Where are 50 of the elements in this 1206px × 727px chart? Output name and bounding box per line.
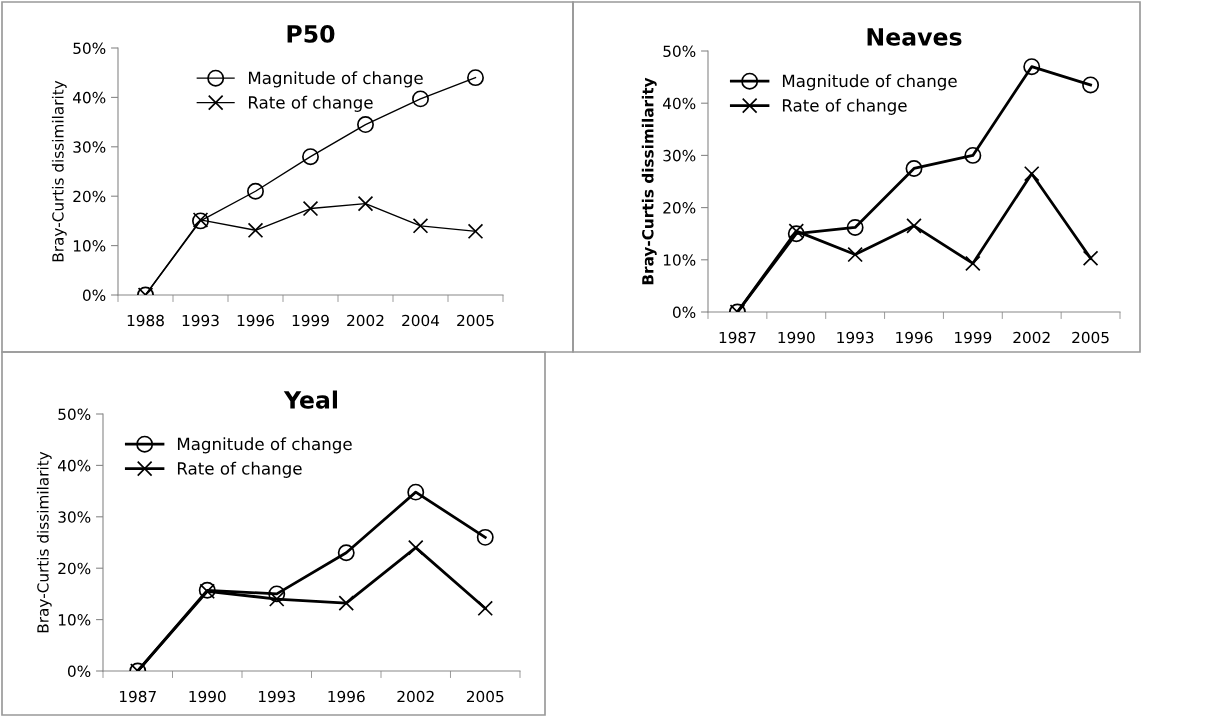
y-axis-title: Bray-Curtis dissimilarity [641, 77, 657, 285]
y-tick-label: 30% [663, 149, 696, 162]
x-tick-label: 1988 [127, 314, 164, 327]
legend-label: Rate of change [248, 95, 373, 112]
x-tick-label: 1990 [778, 331, 815, 344]
x-tick-label: 1993 [258, 690, 295, 703]
x-tick-label: 1996 [237, 314, 274, 327]
x-tick-label: 1999 [955, 331, 992, 344]
x-tick-label: 2002 [397, 690, 434, 703]
y-tick-label: 10% [58, 614, 91, 626]
x-tick-label: 1993 [837, 331, 874, 344]
x-tick-label: 2002 [347, 314, 384, 327]
x-tick-label: 1987 [719, 331, 756, 344]
x-tick-label: 1999 [292, 314, 329, 327]
y-tick-label: 0% [672, 306, 696, 319]
y-tick-label: 10% [73, 240, 106, 252]
y-tick-label: 40% [662, 97, 696, 110]
y-tick-label: 30% [58, 511, 91, 523]
y-tick-label: 50% [58, 408, 91, 421]
y-tick-label: 50% [73, 42, 106, 55]
y-tick-label: 20% [663, 202, 696, 214]
legend-label: Rate of change [782, 98, 907, 115]
x-tick-label: 1996 [328, 690, 365, 703]
chart-title: P50 [287, 24, 335, 43]
chart-title: Yeal [283, 390, 338, 409]
y-tick-label: 20% [58, 562, 91, 575]
legend-label: Magnitude of change [782, 74, 957, 91]
y-tick-label: 40% [72, 91, 106, 104]
y-axis-title: Bray-Curtis dissimilarity [51, 80, 67, 262]
x-tick-label: 1990 [189, 690, 226, 703]
y-tick-label: 40% [57, 459, 91, 472]
y-tick-label: 20% [73, 190, 106, 203]
y-tick-label: 0% [82, 289, 106, 302]
x-tick-label: 2004 [402, 314, 440, 327]
y-tick-label: 50% [663, 45, 696, 58]
legend-label: Magnitude of change [248, 71, 423, 88]
legend-label: Magnitude of change [177, 437, 352, 454]
x-tick-label: 2002 [1013, 331, 1050, 344]
x-tick-label: 1993 [182, 314, 219, 327]
x-tick-label: 1987 [119, 690, 156, 703]
y-tick-label: 10% [663, 254, 696, 266]
x-tick-label: 2005 [466, 690, 504, 703]
legend-label: Rate of change [177, 461, 302, 478]
y-axis-title: Bray-Curtis dissimilarity [36, 451, 52, 633]
y-tick-label: 30% [73, 141, 106, 153]
x-tick-label: 2005 [457, 314, 494, 327]
chart-title: Neaves [867, 28, 962, 46]
x-tick-label: 2005 [1072, 331, 1109, 344]
x-tick-label: 1996 [896, 331, 933, 344]
y-tick-label: 0% [67, 665, 91, 678]
